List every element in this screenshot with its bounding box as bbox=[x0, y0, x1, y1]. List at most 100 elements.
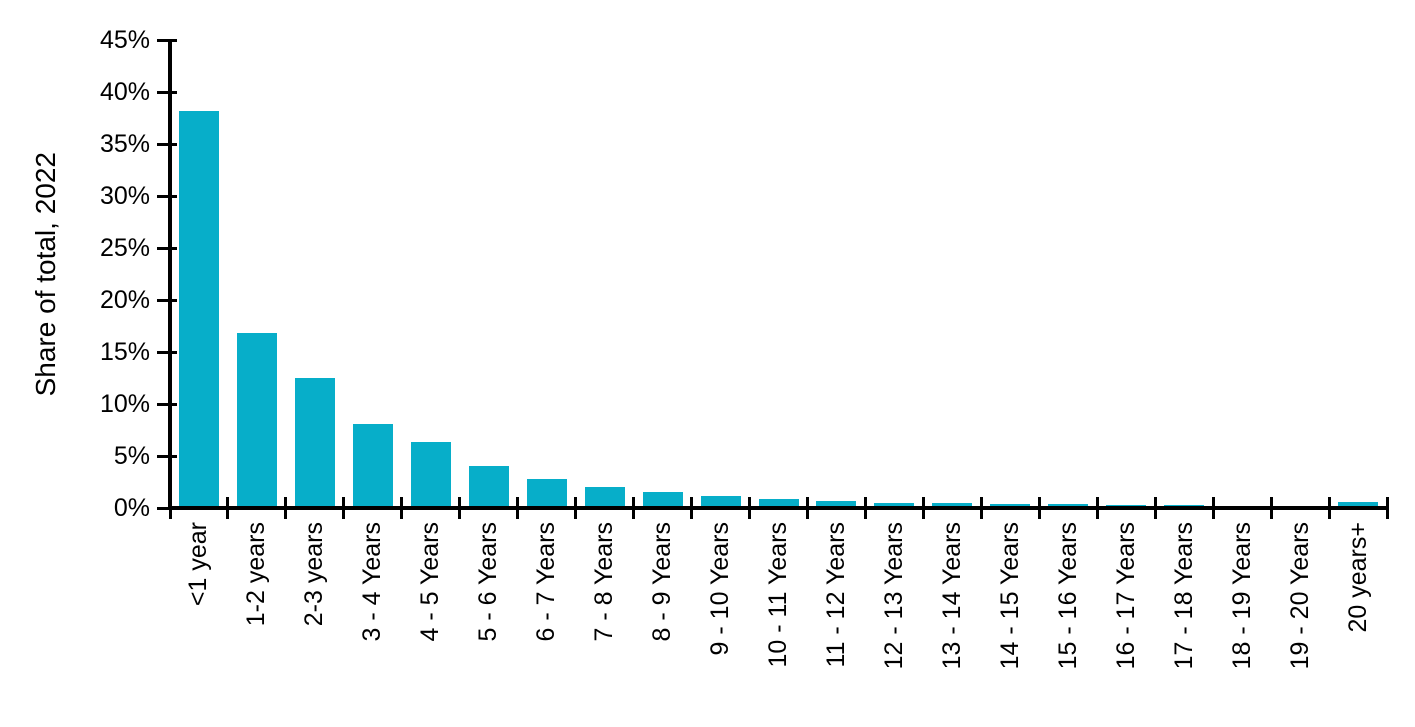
x-category-label: 7 - 8 Years bbox=[576, 522, 634, 722]
x-category-label-text: 18 - 19 Years bbox=[1227, 522, 1256, 670]
y-tick-label: 10% bbox=[99, 390, 150, 418]
x-axis-tick bbox=[1153, 497, 1157, 519]
bar bbox=[236, 333, 277, 508]
x-category-label: 9 - 10 Years bbox=[692, 522, 750, 722]
x-category-label-text: 17 - 18 Years bbox=[1169, 522, 1198, 670]
x-axis-tick bbox=[690, 497, 694, 519]
x-category-label: 16 - 17 Years bbox=[1097, 522, 1155, 722]
x-axis-line bbox=[168, 506, 1389, 510]
x-category-label-text: <1 year bbox=[184, 522, 213, 607]
y-axis-line bbox=[168, 40, 172, 510]
x-category-label-text: 13 - 14 Years bbox=[937, 522, 966, 670]
x-category-label: 14 - 15 Years bbox=[981, 522, 1039, 722]
y-axis-tick bbox=[157, 246, 177, 250]
x-axis-tick bbox=[458, 497, 462, 519]
bar bbox=[700, 495, 741, 508]
bar bbox=[1338, 501, 1379, 508]
x-category-label: 2-3 years bbox=[286, 522, 344, 722]
x-axis-tick bbox=[1269, 497, 1273, 519]
y-tick-label: 40% bbox=[99, 78, 150, 106]
bar bbox=[526, 478, 567, 508]
x-category-label: 5 - 6 Years bbox=[460, 522, 518, 722]
x-category-label: 17 - 18 Years bbox=[1155, 522, 1213, 722]
bar bbox=[410, 442, 451, 508]
x-category-label: 12 - 13 Years bbox=[865, 522, 923, 722]
x-axis-tick bbox=[400, 497, 404, 519]
x-axis-tick bbox=[805, 497, 809, 519]
x-axis-tick bbox=[1385, 497, 1389, 519]
y-axis-tick bbox=[157, 506, 177, 510]
y-tick-label: 15% bbox=[99, 338, 150, 366]
x-axis-tick bbox=[632, 497, 636, 519]
x-axis-tick bbox=[1095, 497, 1099, 519]
y-axis-title: Share of total, 2022 bbox=[30, 40, 66, 508]
x-category-label-text: 10 - 11 Years bbox=[763, 522, 792, 668]
x-category-label-text: 3 - 4 Years bbox=[358, 522, 387, 642]
x-category-label: 6 - 7 Years bbox=[518, 522, 576, 722]
y-axis-tick bbox=[157, 194, 177, 198]
bar bbox=[874, 502, 915, 508]
x-axis-tick bbox=[226, 497, 230, 519]
x-category-label: 19 - 20 Years bbox=[1271, 522, 1329, 722]
y-tick-label: 0% bbox=[113, 494, 150, 522]
x-category-label: 8 - 9 Years bbox=[634, 522, 692, 722]
bar bbox=[468, 466, 509, 508]
x-axis-tick bbox=[574, 497, 578, 519]
x-category-label: <1 year bbox=[170, 522, 228, 722]
x-axis-tick bbox=[342, 497, 346, 519]
x-category-label-text: 2-3 years bbox=[300, 522, 329, 627]
bar bbox=[294, 378, 335, 508]
y-axis-tick bbox=[157, 402, 177, 406]
x-category-label-text: 15 - 16 Years bbox=[1053, 522, 1082, 670]
x-axis-tick bbox=[1211, 497, 1215, 519]
y-axis-tick bbox=[157, 350, 177, 354]
x-category-label-text: 20 years+ bbox=[1343, 522, 1372, 633]
y-tick-label: 30% bbox=[99, 182, 150, 210]
x-axis-tick bbox=[284, 497, 288, 519]
x-category-label-text: 12 - 13 Years bbox=[879, 522, 908, 670]
x-category-label: 15 - 16 Years bbox=[1039, 522, 1097, 722]
y-axis-tick bbox=[157, 38, 177, 42]
bar bbox=[642, 492, 683, 508]
x-category-label-text: 19 - 20 Years bbox=[1285, 522, 1314, 670]
x-category-label: 4 - 5 Years bbox=[402, 522, 460, 722]
bar bbox=[932, 503, 973, 508]
x-category-label-text: 6 - 7 Years bbox=[532, 522, 561, 642]
x-category-label-text: 11 - 12 Years bbox=[821, 522, 850, 668]
x-category-label-text: 5 - 6 Years bbox=[474, 522, 503, 642]
x-category-label-text: 8 - 9 Years bbox=[648, 522, 677, 642]
x-category-label: 11 - 12 Years bbox=[807, 522, 865, 722]
x-category-label: 1-2 years bbox=[228, 522, 286, 722]
x-axis-tick bbox=[1327, 497, 1331, 519]
x-axis-tick bbox=[516, 497, 520, 519]
x-category-label: 20 years+ bbox=[1329, 522, 1387, 722]
y-tick-label: 20% bbox=[99, 286, 150, 314]
y-tick-label: 45% bbox=[99, 26, 150, 54]
x-category-label: 3 - 4 Years bbox=[344, 522, 402, 722]
x-category-label: 10 - 11 Years bbox=[750, 522, 808, 722]
y-axis-tick bbox=[157, 298, 177, 302]
y-tick-label: 5% bbox=[113, 442, 150, 470]
x-axis-tick bbox=[168, 497, 172, 519]
x-category-label-text: 9 - 10 Years bbox=[706, 522, 735, 656]
x-category-label-text: 16 - 17 Years bbox=[1111, 522, 1140, 670]
x-category-label: 13 - 14 Years bbox=[923, 522, 981, 722]
y-axis-tick bbox=[157, 90, 177, 94]
x-category-label-text: 1-2 years bbox=[242, 522, 271, 627]
y-tick-label: 25% bbox=[99, 234, 150, 262]
y-axis-tick bbox=[157, 454, 177, 458]
y-axis-tick bbox=[157, 142, 177, 146]
x-axis-tick bbox=[1037, 497, 1041, 519]
x-axis-tick bbox=[921, 497, 925, 519]
y-tick-label: 35% bbox=[99, 130, 150, 158]
bar bbox=[990, 503, 1031, 508]
x-axis-tick bbox=[748, 497, 752, 519]
x-category-label: 18 - 19 Years bbox=[1213, 522, 1271, 722]
bar bbox=[758, 498, 799, 508]
x-category-label-text: 7 - 8 Years bbox=[590, 522, 619, 642]
bar bbox=[178, 110, 219, 508]
x-category-label-text: 14 - 15 Years bbox=[995, 522, 1024, 670]
bar bbox=[352, 423, 393, 508]
x-axis-tick bbox=[863, 497, 867, 519]
